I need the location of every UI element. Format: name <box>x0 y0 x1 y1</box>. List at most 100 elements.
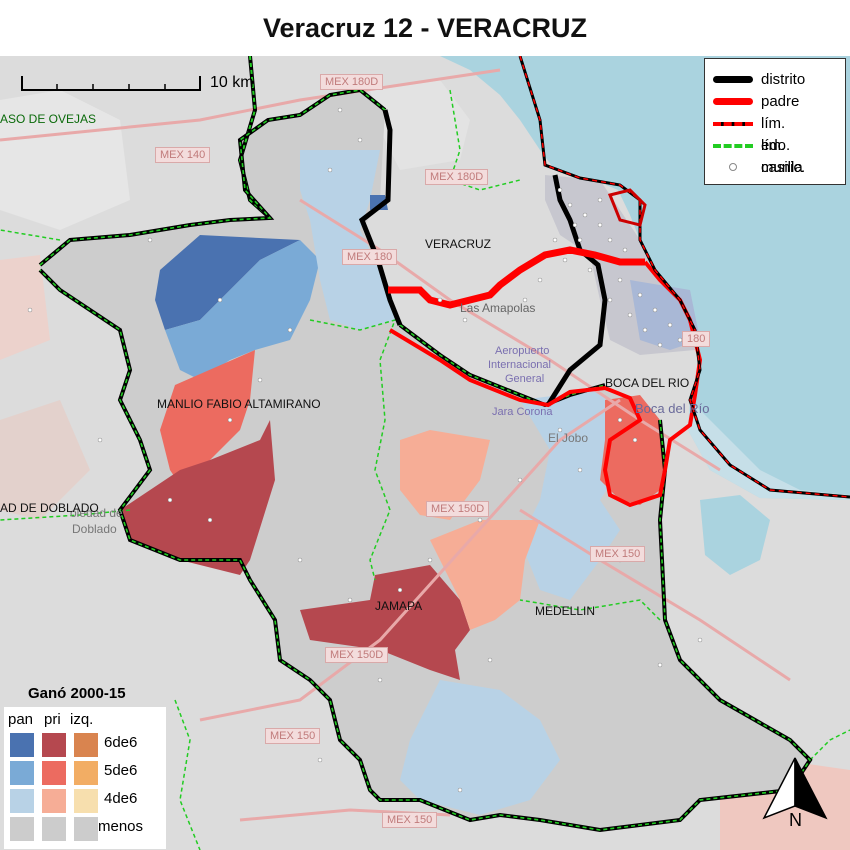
municipality-label-veracruz: VERACRUZ <box>425 237 492 251</box>
legend-label: distrito <box>761 71 806 88</box>
municipal-boundary <box>519 599 661 621</box>
color-legend-swatch <box>74 761 98 785</box>
road-line <box>199 398 621 722</box>
town-label: oledad de <box>70 506 123 520</box>
road-label: MEX 150 <box>265 728 321 744</box>
color-legend-swatch <box>74 733 98 757</box>
town-label: El Jobo <box>548 431 589 445</box>
municipality-label-boca-del-rio: BOCA DEL RIO <box>605 376 690 390</box>
scale-bar-label: 10 km <box>210 74 254 91</box>
road-label: MEX 150 <box>382 812 438 828</box>
town-label: Doblado <box>72 522 117 536</box>
airport-label: General <box>505 373 545 385</box>
road-line <box>299 198 721 472</box>
area-pan-6de6 <box>155 235 300 330</box>
district-outer-boundary-dash <box>39 89 812 831</box>
area-pri-5de6 <box>160 350 255 500</box>
municipal-boundary <box>174 699 201 850</box>
color-legend-swatch <box>10 817 34 841</box>
town-label: Boca del Río <box>635 401 710 416</box>
area-pri-4de6 <box>430 520 540 630</box>
airport-label: Jara Corona <box>492 406 553 418</box>
color-legend-row-label: 4de6 <box>104 790 138 807</box>
state-boundary-dash <box>519 56 850 498</box>
area-pri-4de6 <box>400 430 490 520</box>
district-boundary <box>358 109 403 326</box>
road-line <box>0 68 501 142</box>
municipality-label-medellin: MEDELLIN <box>535 604 596 618</box>
municipal-boundary <box>0 509 131 521</box>
state-boundary-island <box>607 188 647 227</box>
color-legend-swatch <box>42 733 66 757</box>
legend-label: lím. munic. <box>761 137 806 176</box>
coastal-shelf <box>688 400 850 500</box>
municipality-label-paso-de-ovejas: ASO DE OVEJAS <box>0 112 97 126</box>
district-boundary <box>545 174 608 407</box>
color-legend-swatch <box>10 761 34 785</box>
color-legend-swatch <box>10 733 34 757</box>
municipality-label-manlio: MANLIO FABIO ALTAMIRANO <box>157 397 321 411</box>
area-pri-6de6 <box>120 420 275 575</box>
municipal-boundary <box>0 229 61 241</box>
area-pan-5de6 <box>165 240 320 380</box>
casilla-points <box>27 107 703 793</box>
legend-label: padre <box>761 93 800 110</box>
parent-boundary <box>388 246 645 309</box>
scale-bar: 10 km <box>20 74 260 98</box>
color-legend-row-label: 6de6 <box>104 734 138 751</box>
area-pan-4de6 <box>300 150 395 330</box>
map-area[interactable]: MEX 180D MEX 140 MEX 180D MEX 180 MEX 15… <box>0 56 850 850</box>
road-label: MEX 150D <box>325 647 389 663</box>
road-label: MEX 180 <box>342 249 398 265</box>
municipality-label-jamapa: JAMAPA <box>375 599 423 613</box>
road-label: MEX 140 <box>155 147 211 163</box>
area-pan-4de6 <box>400 680 560 815</box>
parcel <box>0 400 90 520</box>
color-legend-swatch <box>74 789 98 813</box>
color-legend-title: Ganó 2000-15 <box>28 685 126 702</box>
road-label: MEX 180D <box>425 169 489 185</box>
parcel <box>0 90 130 230</box>
road-label: MEX 180D <box>320 74 384 90</box>
legend-label: lím. edo. <box>761 115 791 154</box>
municipality-label-soledad: AD DE DOBLADO <box>0 501 99 515</box>
map-title: Veracruz 12 - VERACRUZ <box>262 13 588 43</box>
color-legend-column: pri <box>44 711 61 728</box>
road-label: MEX 150 <box>590 546 646 562</box>
color-legend-swatch <box>74 817 98 841</box>
airport-label: Aeropuerto <box>495 345 550 357</box>
north-label: N <box>789 810 802 830</box>
map-canvas[interactable] <box>0 56 850 850</box>
road-label: 180 <box>682 331 711 347</box>
color-legend-swatch <box>42 789 66 813</box>
area-pri-6de6 <box>300 565 470 680</box>
color-legend-swatch <box>10 789 34 813</box>
municipal-boundary <box>309 318 397 581</box>
color-legend-row-label: menos <box>98 818 144 835</box>
airport-label: Internacional <box>488 359 551 371</box>
town-label: Las Amapolas <box>460 301 536 315</box>
legend-swatch-municipal <box>713 144 753 148</box>
north-arrow: N <box>760 756 830 836</box>
legend-label: casilla <box>761 159 803 176</box>
lagoon <box>700 495 770 575</box>
color-legend: Ganó 2000-15 pan pri izq. 6de6 5de6 4de6… <box>4 685 166 849</box>
parcel <box>370 80 470 170</box>
color-legend-swatch <box>42 761 66 785</box>
scale-bar-graphic <box>21 76 201 91</box>
north-arrow-icon <box>762 757 828 820</box>
road-label: MEX 150D <box>426 501 490 517</box>
color-legend-row-label: 5de6 <box>104 762 138 779</box>
color-legend-column: izq. <box>70 711 94 728</box>
legend-swatch-district <box>713 76 753 83</box>
color-legend-swatch <box>42 817 66 841</box>
legend-swatch-casilla <box>729 163 737 171</box>
area-pri-5de6 <box>600 395 665 505</box>
legend-swatch-state <box>713 122 753 126</box>
road-line <box>519 508 791 682</box>
color-legend-column: pan <box>8 711 34 728</box>
parcel <box>0 255 50 360</box>
line-legend: distrito padre lím. edo. lím. munic. cas… <box>704 58 846 185</box>
legend-swatch-parent <box>713 98 753 105</box>
municipal-boundary <box>809 729 850 761</box>
